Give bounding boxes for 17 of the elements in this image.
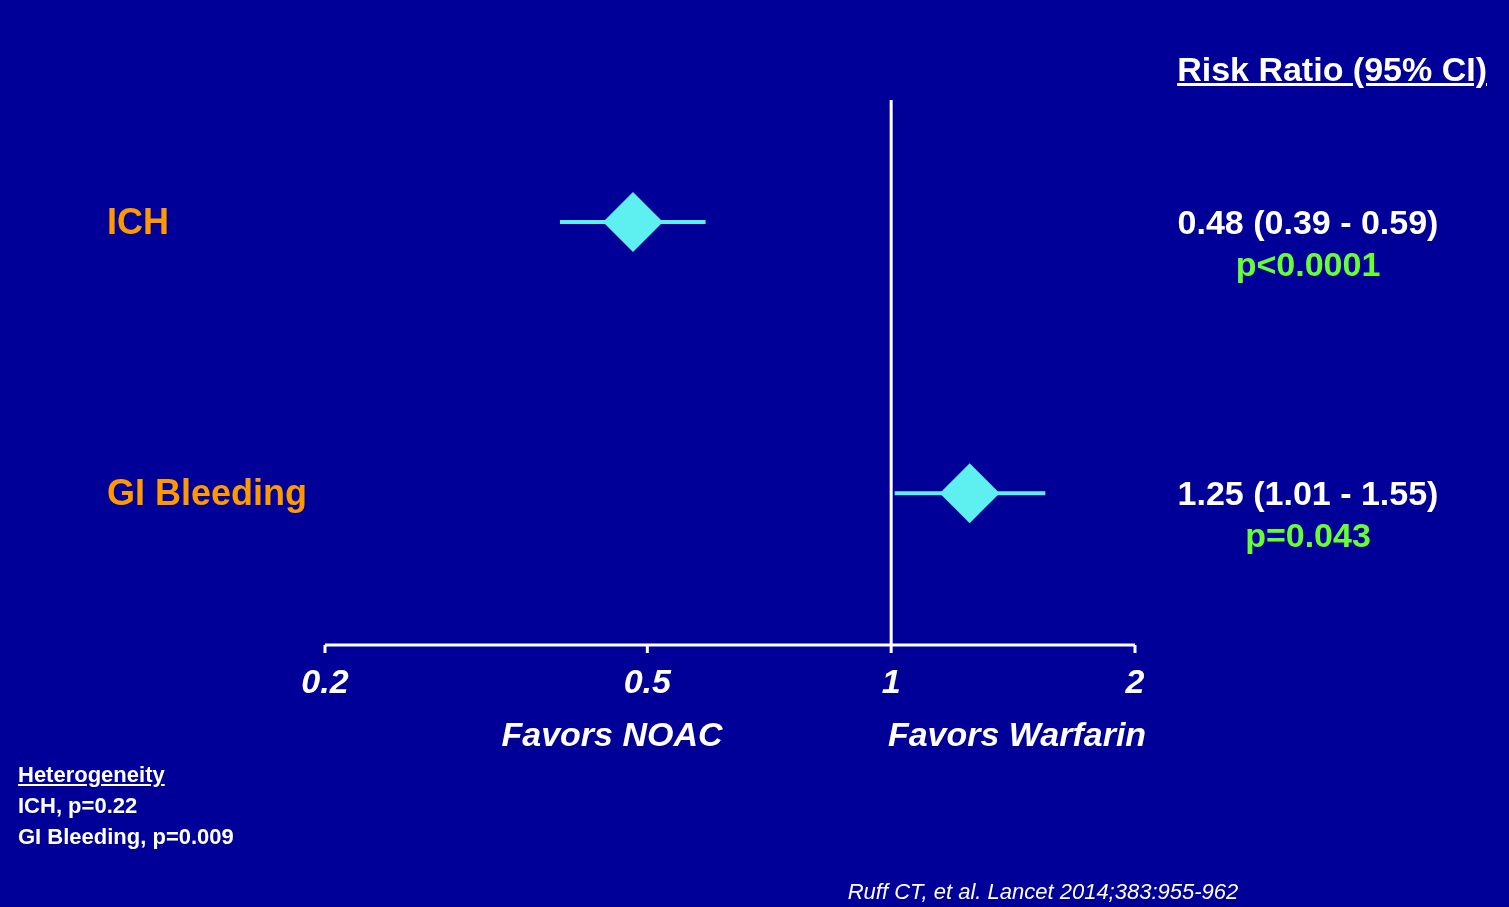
data-label: 0.48 (0.39 - 0.59)	[1177, 203, 1439, 242]
text: ICH, p=0.22	[18, 793, 138, 819]
data-label: 1.25 (1.01 - 1.55)	[1177, 474, 1439, 513]
x-tick-label: 0.2	[301, 662, 349, 701]
x-tick-label: 1	[881, 662, 901, 701]
x-tick-label: 2	[1124, 662, 1145, 701]
text: p<0.0001	[1235, 245, 1381, 284]
text: GI Bleeding, p=0.009	[18, 824, 234, 850]
text: Heterogeneity	[18, 762, 165, 788]
x-tick-label: 0.5	[623, 662, 673, 701]
text: Risk Ratio (95% CI)	[1177, 50, 1487, 89]
text: Ruff CT, et al. Lancet 2014;383:955-962	[847, 879, 1239, 905]
text: Favors NOAC	[501, 715, 723, 754]
text: Favors Warfarin	[887, 715, 1147, 754]
text: p=0.043	[1245, 516, 1371, 555]
y-tick-label: ICH	[107, 201, 169, 243]
y-tick-label: GI Bleeding	[107, 472, 308, 514]
